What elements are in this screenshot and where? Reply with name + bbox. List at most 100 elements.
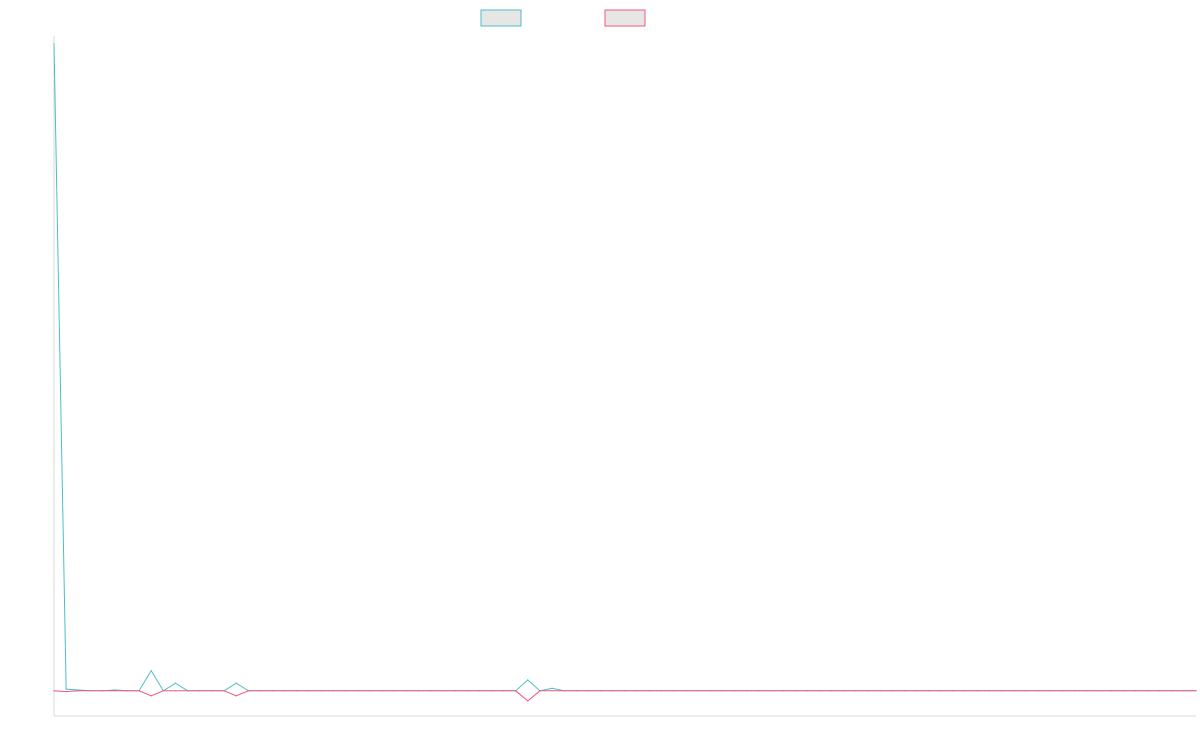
series-b-point — [466, 690, 468, 692]
series-b-point — [102, 690, 104, 692]
series-b-point — [915, 690, 918, 692]
series-b-point — [539, 690, 541, 692]
series-b-point — [223, 690, 225, 692]
series-b-point — [296, 690, 298, 692]
series-b-point — [648, 690, 650, 692]
series-b-point — [1195, 690, 1197, 692]
series-b-point — [733, 690, 735, 692]
series-a-point — [174, 682, 177, 684]
series-b-point — [818, 690, 820, 692]
series-b-point — [502, 690, 505, 692]
series-b-point — [369, 690, 371, 692]
legend-swatch-series-b[interactable] — [604, 9, 646, 27]
series-b-point — [478, 690, 480, 692]
series-b-point — [551, 690, 553, 692]
series-b-point — [211, 690, 213, 692]
series-b-point — [235, 695, 237, 697]
series-b-point — [988, 690, 991, 692]
series-b-point — [344, 690, 347, 692]
series-b-point — [587, 690, 590, 692]
series-b-point — [357, 690, 359, 692]
series-b-point — [1158, 690, 1161, 692]
series-b-point — [174, 690, 177, 692]
series-b-point — [940, 690, 942, 692]
series-b-point — [891, 690, 893, 692]
series-b-point — [150, 695, 152, 697]
series-a-point — [527, 679, 529, 681]
series-b-point — [794, 690, 796, 692]
series-b-point — [65, 691, 67, 693]
series-b-point — [1049, 690, 1051, 692]
series-b-point — [138, 690, 140, 692]
series-b-point — [454, 690, 456, 692]
series-b-point — [1110, 690, 1112, 692]
series-b-point — [53, 690, 55, 692]
series-b-point — [843, 690, 845, 692]
series-b-point — [709, 690, 711, 692]
series-b-point — [1183, 690, 1185, 692]
series-b-point — [126, 690, 128, 692]
series-b-point — [320, 690, 322, 692]
series-b-point — [199, 690, 201, 692]
series-b-point — [332, 690, 335, 692]
series-b-point — [1134, 690, 1136, 692]
series-b-point — [417, 690, 420, 692]
series-b-point — [272, 690, 274, 692]
series-b-point — [1013, 690, 1015, 692]
series-a-point — [53, 42, 55, 45]
series-b-point — [284, 690, 286, 692]
series-a-point — [235, 682, 237, 684]
series-b-point — [867, 690, 869, 692]
series-line-a — [53, 43, 1196, 692]
series-b-point — [952, 690, 954, 692]
series-b-point — [855, 690, 857, 692]
series-b-point — [685, 690, 687, 692]
series-b-point — [758, 690, 760, 692]
series-b-point — [673, 690, 675, 692]
series-b-point — [1146, 690, 1148, 692]
series-b-point — [745, 690, 748, 692]
series-b-point — [575, 690, 578, 692]
series-b-point — [393, 690, 395, 692]
series-b-point — [721, 690, 723, 692]
series-b-point — [879, 690, 881, 692]
series-b-point — [660, 690, 663, 692]
series-b-point — [442, 690, 444, 692]
series-b-point — [114, 690, 116, 692]
series-b-point — [1061, 690, 1063, 692]
series-a-point — [77, 689, 79, 691]
series-b-point — [636, 690, 638, 692]
series-b-point — [405, 690, 407, 692]
series-b-point — [259, 690, 262, 692]
series-b-point — [77, 690, 79, 692]
series-b-point — [770, 690, 772, 692]
series-b-point — [381, 690, 383, 692]
series-b-point — [490, 690, 492, 692]
series-b-point — [308, 690, 310, 692]
series-b-point — [1073, 690, 1076, 692]
series-b-point — [964, 690, 966, 692]
series-b-point — [1086, 690, 1088, 692]
series-line-b — [53, 690, 1196, 702]
series-b-point — [928, 690, 930, 692]
series-b-point — [247, 690, 249, 692]
legend-swatch-series-a[interactable] — [480, 9, 522, 27]
series-b-point — [1098, 690, 1100, 692]
series-b-point — [600, 690, 602, 692]
series-a-point — [551, 687, 553, 689]
series-a-point — [150, 670, 152, 672]
series-a-point — [114, 689, 116, 691]
series-b-point — [515, 690, 517, 692]
series-b-point — [162, 690, 164, 692]
series-b-point — [89, 690, 92, 692]
series-b-point — [903, 690, 906, 692]
series-a-point — [65, 688, 67, 690]
series-b-point — [697, 690, 699, 692]
legend — [480, 9, 646, 27]
series-b-point — [1001, 690, 1003, 692]
series-b-point — [527, 700, 529, 702]
series-b-point — [563, 690, 565, 692]
series-b-point — [782, 690, 784, 692]
series-b-point — [612, 690, 614, 692]
